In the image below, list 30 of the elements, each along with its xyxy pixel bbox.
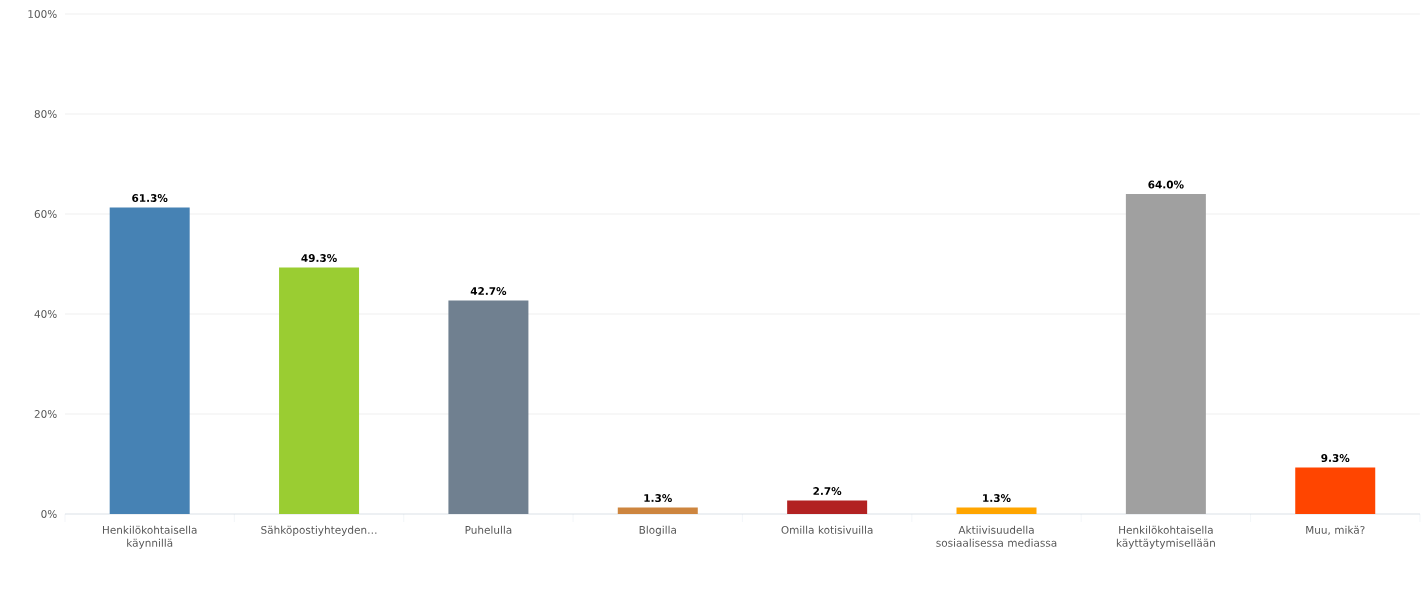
bar	[956, 507, 1037, 514]
x-tick-label: Omilla kotisivuilla	[781, 525, 873, 534]
y-tick-label: 40%	[34, 310, 57, 318]
data-label: 1.3%	[983, 494, 1011, 502]
bar	[448, 300, 529, 514]
bar	[1295, 467, 1376, 514]
x-tick-label: Puhelulla	[465, 525, 512, 534]
y-tick-label: 60%	[34, 210, 57, 218]
bar	[787, 500, 868, 514]
data-label: 2.7%	[813, 487, 842, 495]
bar	[279, 267, 360, 514]
bar	[1125, 194, 1206, 514]
data-label: 1.3%	[644, 494, 672, 502]
x-tick-label: Aktiivisuudella sosiaalisessa mediassa	[936, 525, 1057, 547]
y-tick-label: 0%	[41, 510, 57, 518]
data-label: 9.3%	[1321, 454, 1350, 462]
data-label: 64.0%	[1148, 180, 1184, 189]
y-tick-label: 20%	[34, 410, 57, 418]
bar	[109, 207, 190, 514]
x-tick-label: Muu, mikä?	[1306, 525, 1365, 535]
x-tick-label: Henkilökohtaisella käynnillä	[102, 525, 197, 549]
y-tick-label: 100%	[28, 10, 57, 18]
data-label: 49.3%	[301, 254, 337, 262]
x-tick-label: Blogilla	[639, 525, 676, 536]
bar	[617, 507, 698, 514]
x-tick-label: Sähköpostiyhteyden…	[261, 525, 377, 536]
x-tick-label: Henkilökohtaisella käyttäytymisellään	[1116, 525, 1215, 549]
data-label: 61.3%	[132, 194, 168, 202]
data-label: 42.7%	[470, 287, 507, 295]
y-tick-label: 80%	[34, 110, 57, 118]
